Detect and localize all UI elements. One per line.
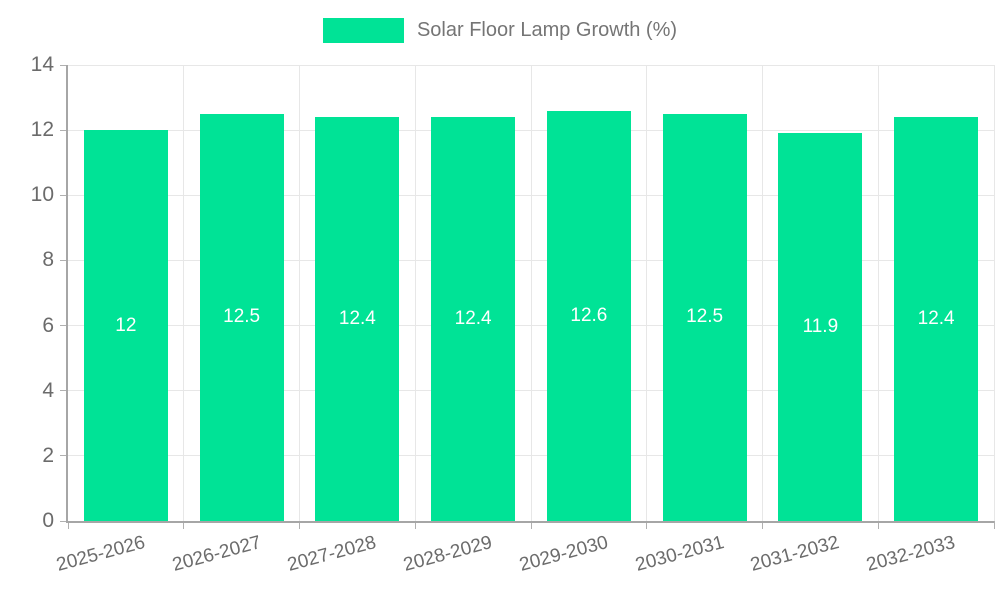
bar[interactable]: 12.5 (199, 113, 284, 521)
gridline-vertical (762, 65, 763, 521)
bar[interactable]: 12.5 (662, 113, 747, 521)
y-axis-tick (60, 390, 68, 392)
legend-item[interactable]: Solar Floor Lamp Growth (%) (322, 18, 678, 43)
bar[interactable]: 12 (83, 130, 168, 521)
x-axis-tick (993, 521, 995, 529)
gridline-vertical (530, 65, 532, 521)
x-axis-tick (646, 521, 648, 529)
bar-value-label: 12.5 (686, 306, 724, 328)
bar-value-label: 11.9 (802, 316, 839, 338)
x-axis-tick (414, 521, 416, 529)
gridline-vertical (299, 65, 300, 521)
gridline-vertical (877, 65, 879, 521)
bar[interactable]: 11.9 (778, 133, 863, 521)
y-axis-tick (60, 325, 68, 327)
y-axis-tick (60, 259, 68, 261)
x-axis-tick (67, 521, 69, 529)
gridline-vertical (993, 65, 995, 521)
y-axis-tick-label: 14 (30, 53, 54, 76)
y-axis-tick (60, 129, 68, 131)
y-axis-tick-label: 0 (42, 509, 54, 532)
gridline-vertical (646, 65, 648, 521)
y-axis-tick-label: 8 (42, 248, 54, 272)
x-axis-tick (877, 521, 879, 529)
legend-label: Solar Floor Lamp Growth (%) (416, 19, 678, 41)
y-axis-tick-label: 2 (42, 443, 54, 467)
bar-value-label: 12.4 (917, 308, 955, 330)
y-axis-tick-label: 10 (30, 183, 54, 207)
x-axis-tick (183, 521, 185, 529)
x-axis-line (66, 521, 994, 523)
x-axis-tick (299, 521, 300, 529)
bar-value-label: 12.5 (223, 306, 261, 328)
gridline-vertical (183, 65, 185, 521)
gridline-vertical (414, 65, 416, 521)
bar-value-label: 12.4 (338, 308, 376, 330)
bar[interactable]: 12.6 (546, 110, 631, 521)
bar-value-label: 12.6 (570, 304, 608, 326)
x-axis-tick (530, 521, 532, 529)
bar-value-label: 12.4 (454, 308, 492, 330)
bar-value-label: 12 (115, 314, 137, 336)
y-axis-tick-label: 6 (42, 313, 54, 337)
bar[interactable]: 12.4 (431, 117, 516, 521)
y-axis-tick-label: 12 (30, 118, 54, 142)
bar[interactable]: 12.4 (894, 117, 979, 521)
legend: Solar Floor Lamp Growth (%) (0, 18, 1000, 43)
bar[interactable]: 12.4 (315, 117, 400, 521)
x-axis-tick (762, 521, 763, 529)
y-axis-tick (60, 520, 68, 522)
y-axis-tick-label: 4 (42, 378, 54, 402)
y-axis-tick (60, 64, 68, 66)
legend-marker-swatch (322, 18, 404, 43)
y-axis-tick (60, 194, 68, 196)
y-axis-line (66, 65, 68, 523)
y-axis-tick (60, 455, 68, 457)
